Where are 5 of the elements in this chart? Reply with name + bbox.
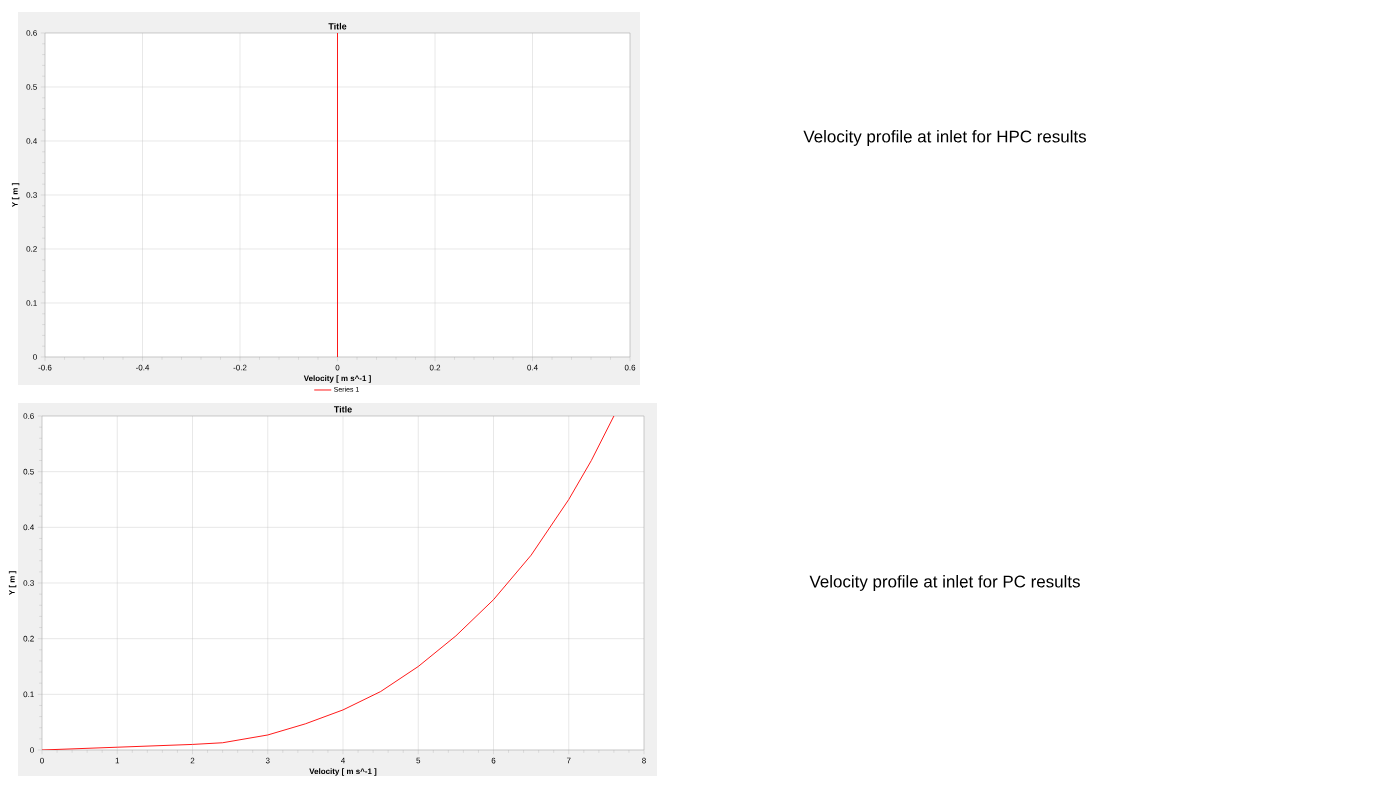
chart-title: Title bbox=[333, 405, 352, 413]
text: Velocity profile at inlet for PC results bbox=[809, 575, 1080, 591]
chart-title: Title bbox=[328, 22, 347, 30]
text: Velocity profile at inlet for HPC results bbox=[803, 130, 1087, 146]
line-series bbox=[42, 415, 615, 750]
